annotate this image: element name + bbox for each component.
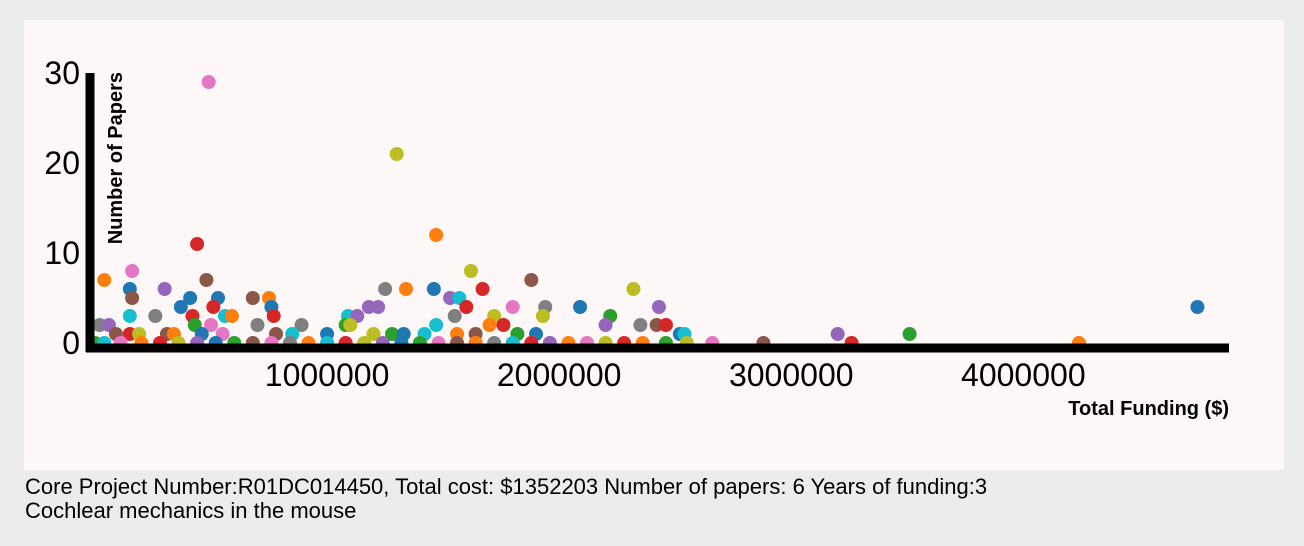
data-point[interactable] <box>224 309 239 323</box>
data-point[interactable] <box>1190 300 1205 314</box>
data-point[interactable] <box>463 264 478 278</box>
data-point[interactable] <box>97 273 112 287</box>
data-point[interactable] <box>426 282 441 296</box>
data-point[interactable] <box>190 237 205 251</box>
data-point[interactable] <box>173 300 188 314</box>
x-tick-label: 3000000 <box>729 357 854 393</box>
y-tick-label: 30 <box>44 55 80 91</box>
tick-layer: 0 10 20 30 1000000 2000000 3000000 4000000 <box>44 55 1085 393</box>
data-point[interactable] <box>902 327 917 341</box>
data-point[interactable] <box>573 300 588 314</box>
x-axis-title: Total Funding ($) <box>1068 398 1229 420</box>
data-point[interactable] <box>199 273 214 287</box>
chart-panel: 0 10 20 30 1000000 2000000 3000000 4000000 Tota… <box>24 20 1284 470</box>
data-point[interactable] <box>343 318 358 332</box>
data-point[interactable] <box>482 318 497 332</box>
data-point[interactable] <box>398 282 413 296</box>
y-tick-label: 0 <box>62 325 80 361</box>
data-point[interactable] <box>535 309 550 323</box>
data-point[interactable] <box>125 264 140 278</box>
data-point[interactable] <box>633 318 648 332</box>
data-point[interactable] <box>475 282 490 296</box>
x-tick-label: 2000000 <box>497 357 622 393</box>
data-point[interactable] <box>245 291 260 305</box>
selected-project-info: Core Project Number:R01DC014450, Total c… <box>25 475 987 523</box>
data-point[interactable] <box>206 300 221 314</box>
data-point[interactable] <box>626 282 641 296</box>
data-point[interactable] <box>385 327 400 341</box>
data-point[interactable] <box>658 318 673 332</box>
data-point[interactable] <box>201 75 216 89</box>
data-point[interactable] <box>830 327 845 341</box>
data-point[interactable] <box>598 318 613 332</box>
points-layer <box>88 75 1205 350</box>
y-tick-label: 20 <box>44 145 80 181</box>
data-point[interactable] <box>371 300 386 314</box>
y-tick-label: 10 <box>44 235 80 271</box>
data-point[interactable] <box>429 228 444 242</box>
data-point[interactable] <box>148 309 163 323</box>
data-point[interactable] <box>389 147 404 161</box>
data-point[interactable] <box>459 300 474 314</box>
data-point[interactable] <box>183 291 198 305</box>
data-point[interactable] <box>378 282 393 296</box>
project-title: Cochlear mechanics in the mouse <box>25 498 357 523</box>
scatter-chart: 0 10 20 30 1000000 2000000 3000000 4000000 Tota… <box>44 55 1229 420</box>
data-point[interactable] <box>125 291 140 305</box>
data-point[interactable] <box>524 273 539 287</box>
y-axis-title: Number of Papers <box>105 72 127 244</box>
x-tick-label: 4000000 <box>961 357 1086 393</box>
data-point[interactable] <box>266 309 281 323</box>
data-point[interactable] <box>294 318 309 332</box>
data-point[interactable] <box>122 309 137 323</box>
data-point[interactable] <box>250 318 265 332</box>
data-point[interactable] <box>496 318 511 332</box>
data-point[interactable] <box>429 318 444 332</box>
project-summary: Core Project Number:R01DC014450, Total c… <box>25 474 988 499</box>
data-point[interactable] <box>366 327 381 341</box>
data-point[interactable] <box>157 282 172 296</box>
data-point[interactable] <box>447 309 462 323</box>
x-tick-label: 1000000 <box>265 357 390 393</box>
data-point[interactable] <box>204 318 219 332</box>
data-point[interactable] <box>651 300 666 314</box>
data-point[interactable] <box>505 300 520 314</box>
